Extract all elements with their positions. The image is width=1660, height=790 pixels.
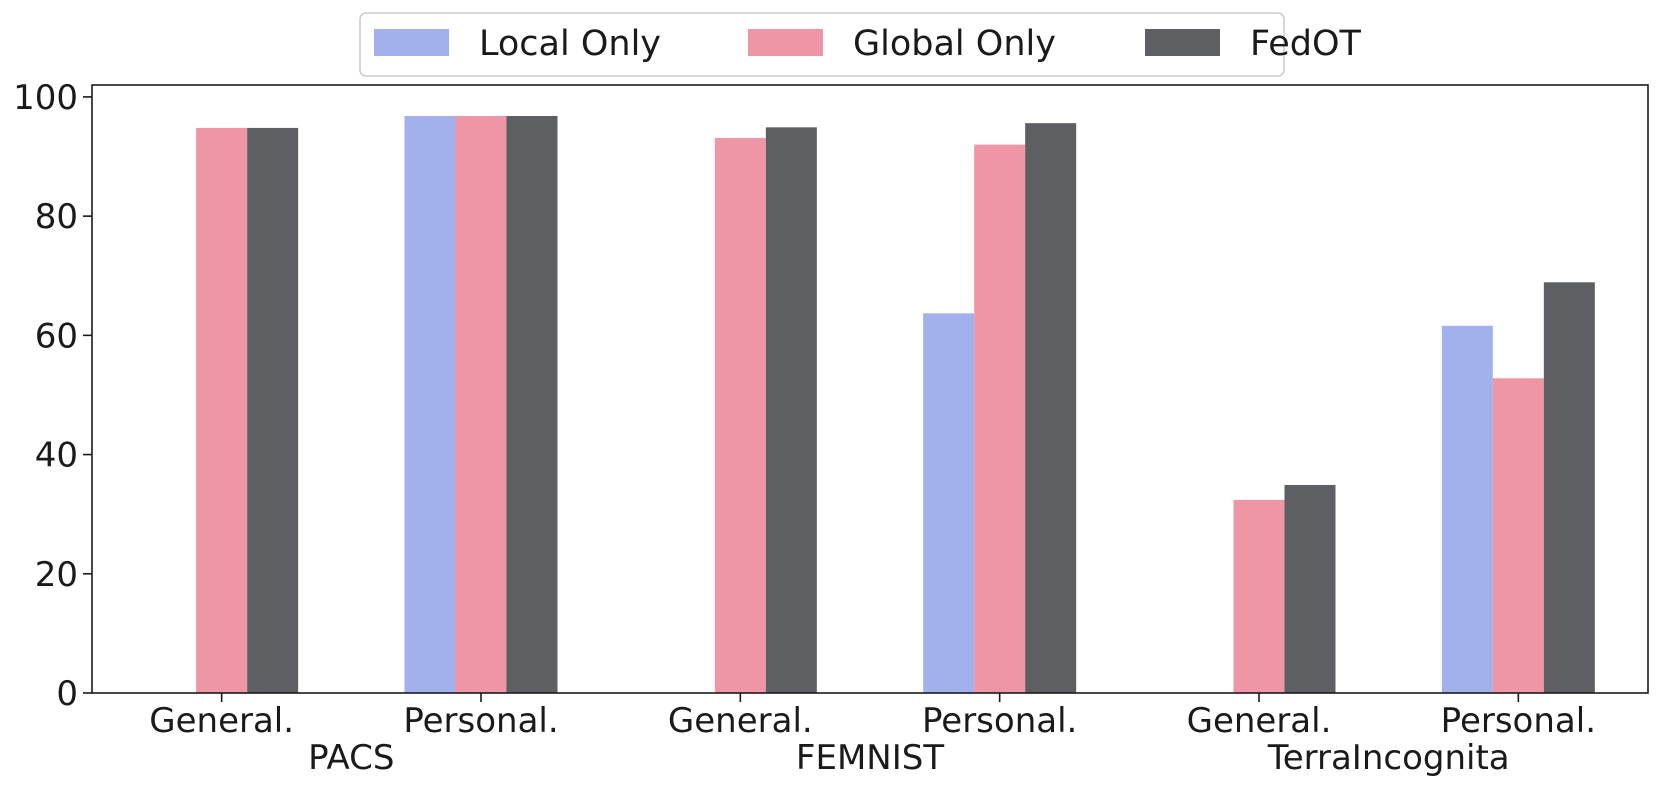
legend-label: Local Only xyxy=(479,24,661,64)
x-tick-label: Personal. xyxy=(403,701,558,741)
legend-swatch xyxy=(748,29,823,56)
legend-label: FedOT xyxy=(1250,24,1362,64)
x-tick-label: Personal. xyxy=(1441,701,1596,741)
bar-local-only xyxy=(404,115,456,693)
bar-global-only xyxy=(974,144,1026,693)
bar-global-only xyxy=(1492,378,1544,693)
legend-label: Global Only xyxy=(853,24,1056,64)
y-tick-label: 0 xyxy=(56,674,78,714)
legend-swatch xyxy=(1145,29,1220,56)
y-tick-label: 100 xyxy=(13,78,78,118)
bar-global-only xyxy=(1233,499,1285,693)
bar-fedot xyxy=(1543,282,1595,693)
bar-fedot xyxy=(1025,123,1077,693)
group-label: TerraIncognita xyxy=(1267,738,1510,778)
bar-fedot xyxy=(247,127,299,693)
plot-frame xyxy=(91,84,1649,694)
bar-fedot xyxy=(506,115,558,693)
x-tick-label: General. xyxy=(668,701,813,741)
bar-global-only xyxy=(714,138,766,694)
bar-local-only xyxy=(1441,325,1493,693)
bar-fedot xyxy=(1284,484,1336,693)
bar-global-only xyxy=(455,115,507,693)
bar-fedot xyxy=(765,127,817,693)
bar-local-only xyxy=(923,313,975,693)
y-tick-label: 40 xyxy=(35,436,78,476)
legend: Local Only Global Only FedOT xyxy=(359,12,1362,77)
x-tick-label: General. xyxy=(149,701,294,741)
legend-swatch xyxy=(374,29,449,56)
group-label: FEMNIST xyxy=(796,738,944,778)
y-tick-label: 20 xyxy=(35,555,78,595)
x-axis: General. Personal. General. Personal. Genera… xyxy=(149,693,1596,778)
bar-global-only xyxy=(196,127,248,693)
bars xyxy=(196,115,1595,694)
y-tick-label: 80 xyxy=(35,197,78,237)
x-tick-label: Personal. xyxy=(922,701,1077,741)
x-tick-label: General. xyxy=(1187,701,1332,741)
group-label: PACS xyxy=(308,738,394,778)
y-tick-label: 60 xyxy=(35,316,78,356)
y-axis: 0 20 40 60 80 100 xyxy=(13,78,92,714)
